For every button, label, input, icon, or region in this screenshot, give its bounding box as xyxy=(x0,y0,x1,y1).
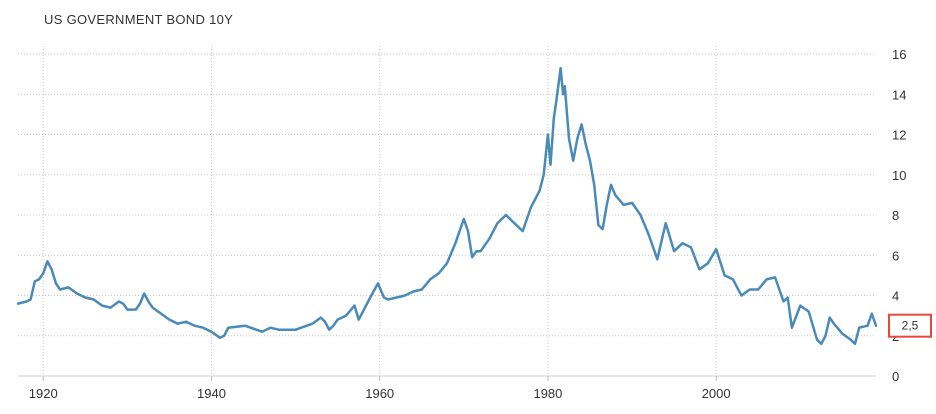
x-tick-label: 1960 xyxy=(365,386,394,401)
y-tick-label: 14 xyxy=(892,87,906,102)
gridlines xyxy=(18,46,876,376)
x-tick-label: 1940 xyxy=(197,386,226,401)
series-line xyxy=(16,66,878,346)
series-lines xyxy=(16,66,878,346)
x-tick-label: 2000 xyxy=(702,386,731,401)
y-tick-label: 6 xyxy=(892,248,899,263)
last-value-label: 2,5 xyxy=(902,319,919,333)
last-value-marker: 2,5 xyxy=(888,313,932,338)
y-tick-label: 4 xyxy=(892,289,899,304)
y-tick-label: 0 xyxy=(892,369,899,384)
x-axis-ticks: 1920 1940 1960 1980 2000 xyxy=(29,376,731,401)
y-tick-label: 12 xyxy=(892,128,906,143)
y-axis-ticks: 0246810121416 xyxy=(892,47,906,384)
chart-title: US GOVERNMENT BOND 10Y xyxy=(44,12,234,27)
y-tick-label: 8 xyxy=(892,208,899,223)
x-tick-label: 1980 xyxy=(533,386,562,401)
y-tick-label: 16 xyxy=(892,47,906,62)
x-tick-label: 1920 xyxy=(29,386,58,401)
y-tick-label: 10 xyxy=(892,168,906,183)
last-value-box xyxy=(888,313,932,338)
